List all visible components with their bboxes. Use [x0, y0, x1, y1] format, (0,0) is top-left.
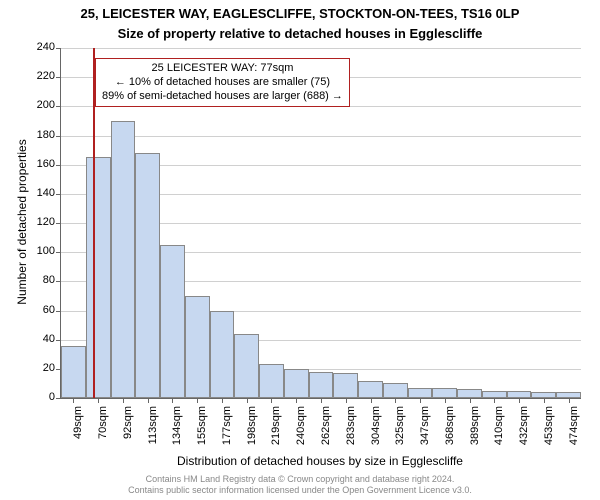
histogram-bar — [383, 383, 408, 398]
x-tick-label: 49sqm — [72, 406, 84, 456]
y-tick-label: 80 — [15, 274, 55, 286]
x-tick — [569, 398, 570, 403]
x-tick-label: 432sqm — [518, 406, 530, 456]
y-tick-label: 120 — [15, 216, 55, 228]
x-tick — [494, 398, 495, 403]
y-tick — [56, 340, 61, 341]
x-tick-label: 219sqm — [270, 406, 282, 456]
y-tick-label: 0 — [15, 391, 55, 403]
footer-line1: Contains HM Land Registry data © Crown c… — [0, 474, 600, 485]
annotation-line-1: ← 10% of detached houses are smaller (75… — [102, 76, 343, 90]
histogram-bar — [309, 372, 334, 398]
y-tick-label: 20 — [15, 362, 55, 374]
x-tick — [420, 398, 421, 403]
x-tick-label: 453sqm — [543, 406, 555, 456]
y-tick — [56, 194, 61, 195]
x-tick — [123, 398, 124, 403]
grid-line — [61, 136, 581, 137]
x-tick-label: 113sqm — [147, 406, 159, 456]
y-tick — [56, 48, 61, 49]
annotation-line-0: 25 LEICESTER WAY: 77sqm — [102, 62, 343, 76]
x-tick — [73, 398, 74, 403]
y-tick — [56, 136, 61, 137]
y-tick-label: 160 — [15, 158, 55, 170]
histogram-bar — [284, 369, 309, 398]
x-tick — [172, 398, 173, 403]
histogram-bar — [457, 389, 482, 398]
x-tick-label: 155sqm — [196, 406, 208, 456]
x-tick-label: 198sqm — [246, 406, 258, 456]
histogram-bar — [408, 388, 433, 398]
y-tick-label: 220 — [15, 70, 55, 82]
x-tick-label: 177sqm — [221, 406, 233, 456]
x-tick — [445, 398, 446, 403]
x-tick — [544, 398, 545, 403]
x-tick-label: 70sqm — [97, 406, 109, 456]
histogram-bar — [358, 381, 383, 399]
histogram-bar — [333, 373, 358, 398]
x-tick-label: 347sqm — [419, 406, 431, 456]
histogram-bar — [259, 364, 284, 398]
histogram-bar — [185, 296, 210, 398]
chart-container: 25, LEICESTER WAY, EAGLESCLIFFE, STOCKTO… — [0, 0, 600, 500]
x-tick — [371, 398, 372, 403]
x-tick-label: 410sqm — [493, 406, 505, 456]
x-tick — [346, 398, 347, 403]
y-tick-label: 240 — [15, 41, 55, 53]
histogram-bar — [432, 388, 457, 398]
histogram-bar — [482, 391, 507, 398]
x-tick — [271, 398, 272, 403]
y-tick-label: 180 — [15, 129, 55, 141]
footer-line2: Contains public sector information licen… — [0, 485, 600, 496]
chart-title-line1: 25, LEICESTER WAY, EAGLESCLIFFE, STOCKTO… — [0, 6, 600, 21]
y-tick — [56, 77, 61, 78]
x-tick-label: 262sqm — [320, 406, 332, 456]
annotation-box: 25 LEICESTER WAY: 77sqm ← 10% of detache… — [95, 58, 350, 107]
x-tick — [222, 398, 223, 403]
x-tick — [247, 398, 248, 403]
y-tick — [56, 311, 61, 312]
x-tick-label: 368sqm — [444, 406, 456, 456]
x-tick — [98, 398, 99, 403]
histogram-bar — [210, 311, 235, 399]
x-tick — [395, 398, 396, 403]
y-tick-label: 200 — [15, 99, 55, 111]
y-tick — [56, 281, 61, 282]
x-tick-label: 389sqm — [469, 406, 481, 456]
x-tick — [519, 398, 520, 403]
histogram-bar — [160, 245, 185, 398]
x-tick-label: 92sqm — [122, 406, 134, 456]
x-tick-label: 325sqm — [394, 406, 406, 456]
y-tick — [56, 252, 61, 253]
y-tick-label: 140 — [15, 187, 55, 199]
grid-line — [61, 48, 581, 49]
x-tick — [321, 398, 322, 403]
x-tick-label: 474sqm — [568, 406, 580, 456]
histogram-bar — [61, 346, 86, 399]
y-tick — [56, 398, 61, 399]
y-tick-label: 100 — [15, 245, 55, 257]
x-tick — [197, 398, 198, 403]
x-tick — [470, 398, 471, 403]
x-tick-label: 240sqm — [295, 406, 307, 456]
histogram-bar — [234, 334, 259, 398]
x-tick — [296, 398, 297, 403]
histogram-bar — [135, 153, 160, 398]
footer: Contains HM Land Registry data © Crown c… — [0, 474, 600, 496]
y-tick — [56, 106, 61, 107]
x-tick-label: 134sqm — [171, 406, 183, 456]
histogram-bar — [507, 391, 532, 398]
x-axis-label: Distribution of detached houses by size … — [60, 454, 580, 468]
chart-title-line2: Size of property relative to detached ho… — [0, 26, 600, 41]
x-tick-label: 283sqm — [345, 406, 357, 456]
annotation-line-2: 89% of semi-detached houses are larger (… — [102, 90, 343, 104]
y-tick-label: 60 — [15, 304, 55, 316]
y-tick — [56, 165, 61, 166]
histogram-bar — [111, 121, 136, 398]
x-tick-label: 304sqm — [370, 406, 382, 456]
histogram-bar — [86, 157, 111, 398]
x-tick — [148, 398, 149, 403]
y-tick-label: 40 — [15, 333, 55, 345]
y-tick — [56, 223, 61, 224]
